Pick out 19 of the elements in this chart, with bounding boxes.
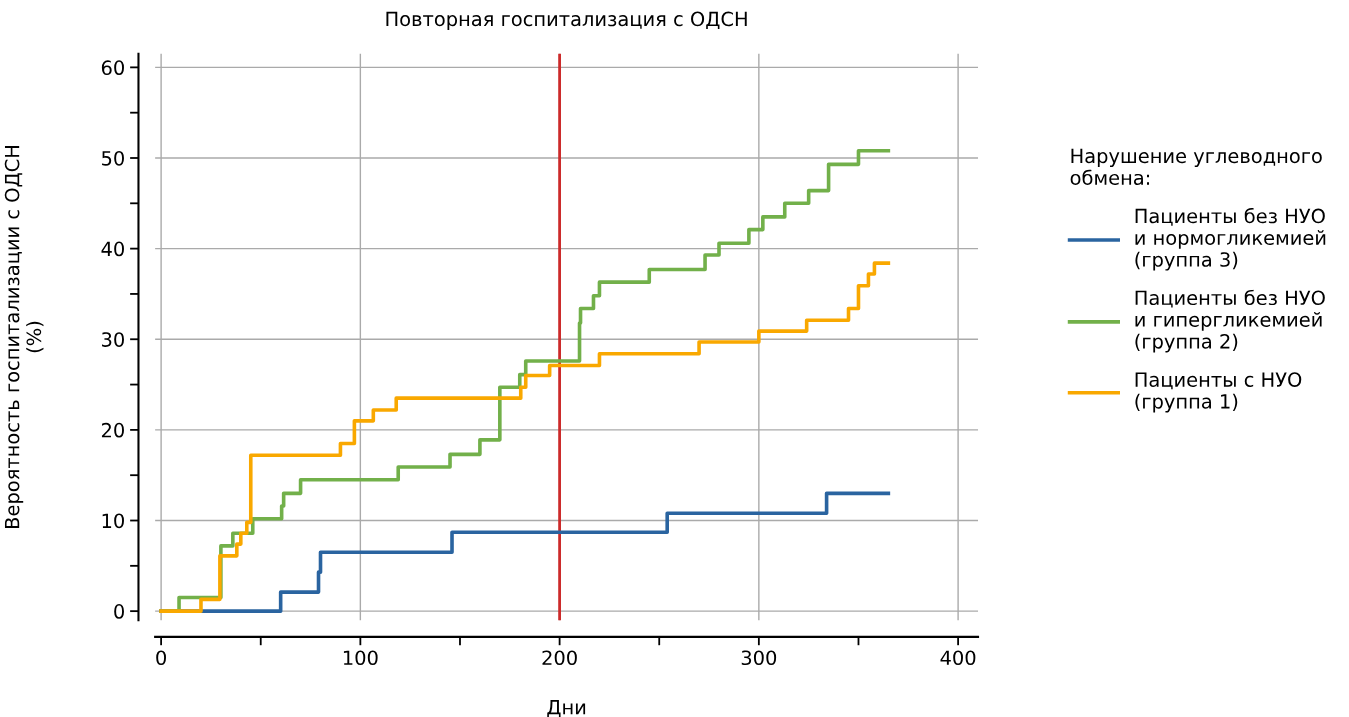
legend-label: Пациенты без НУО и гипергликемией (группа 2) [1135, 289, 1325, 353]
legend-label: Пациенты без НУО и нормогликемией (группа 3) [1135, 207, 1326, 271]
chart-title: Повторная госпитализация с ОДСН [386, 11, 747, 31]
y-tick-label: 10 [102, 513, 124, 529]
x-axis-title: Дни [547, 700, 586, 717]
y-tick-label: 20 [101, 422, 124, 438]
legend-title: Нарушение углеводного обмена: [1070, 148, 1322, 186]
y-tick-label: 40 [101, 241, 124, 257]
x-tick-label: 200 [542, 650, 577, 666]
x-tick-label: 300 [741, 650, 777, 666]
y-tick-label: 60 [101, 60, 124, 76]
y-tick-label: 50 [102, 150, 124, 166]
y-tick-label: 30 [102, 332, 124, 347]
x-tick-label: 100 [343, 650, 378, 666]
x-tick-label: 0 [156, 650, 167, 666]
x-tick-label: 400 [940, 650, 976, 666]
legend-label: Пациенты с НУО (группа 1) [1135, 372, 1302, 413]
y-axis-title: Вероятность госпитализации с ОДСН (%) [4, 146, 44, 528]
y-tick-label: 0 [114, 604, 124, 619]
